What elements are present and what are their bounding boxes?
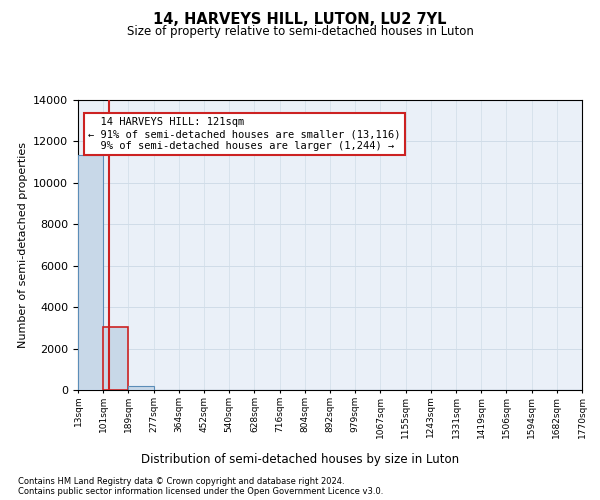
- Bar: [128, 386, 154, 390]
- Bar: [103, 327, 128, 390]
- Y-axis label: Number of semi-detached properties: Number of semi-detached properties: [17, 142, 28, 348]
- Text: Size of property relative to semi-detached houses in Luton: Size of property relative to semi-detach…: [127, 25, 473, 38]
- Text: Contains HM Land Registry data © Crown copyright and database right 2024.: Contains HM Land Registry data © Crown c…: [18, 478, 344, 486]
- Text: 14, HARVEYS HILL, LUTON, LU2 7YL: 14, HARVEYS HILL, LUTON, LU2 7YL: [153, 12, 447, 28]
- Text: Distribution of semi-detached houses by size in Luton: Distribution of semi-detached houses by …: [141, 452, 459, 466]
- Text: Contains public sector information licensed under the Open Government Licence v3: Contains public sector information licen…: [18, 488, 383, 496]
- Bar: [78, 155, 103, 390]
- Text: 14 HARVEYS HILL: 121sqm
← 91% of semi-detached houses are smaller (13,116)
  9% : 14 HARVEYS HILL: 121sqm ← 91% of semi-de…: [88, 118, 401, 150]
